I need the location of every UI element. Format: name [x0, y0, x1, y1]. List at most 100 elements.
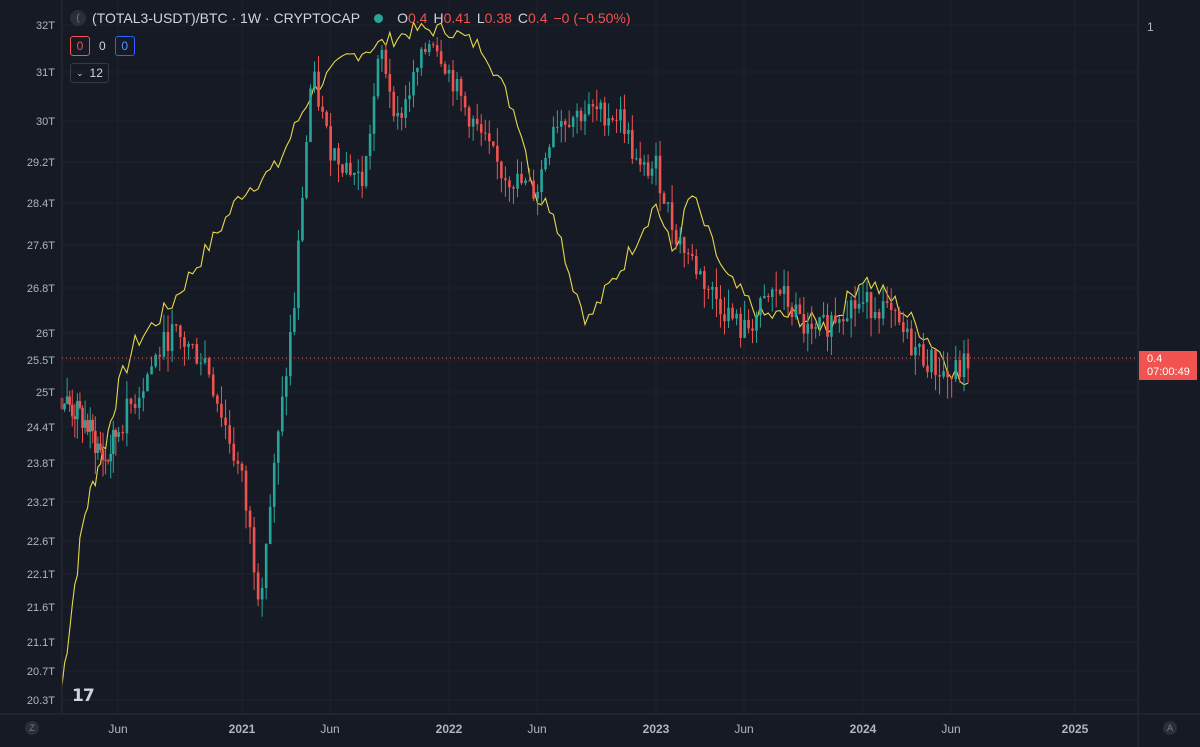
- right-scale-label: 1: [1147, 20, 1154, 34]
- close-label: C: [517, 10, 529, 26]
- high-label: H: [433, 10, 444, 26]
- candle: [137, 386, 141, 420]
- candle-series: [60, 37, 970, 617]
- candle: [467, 105, 471, 139]
- candle: [910, 320, 913, 356]
- y-tick-label: 30T: [36, 116, 55, 128]
- candle: [150, 356, 153, 375]
- candle: [380, 44, 384, 72]
- candle: [845, 300, 849, 323]
- candle: [68, 390, 71, 412]
- candle: [83, 400, 87, 434]
- candle: [329, 113, 332, 177]
- candle: [759, 296, 762, 328]
- x-tick-label: Jun: [320, 722, 339, 736]
- candle: [906, 319, 909, 339]
- candle: [786, 271, 790, 316]
- candle: [747, 309, 750, 334]
- candle: [252, 516, 256, 590]
- y-tick-label: 22.1T: [27, 569, 55, 581]
- symbol-title[interactable]: (TOTAL3-USDT)/BTC · 1W · CRYPTOCAP: [92, 10, 361, 26]
- high-value: 0.41: [443, 10, 471, 26]
- candle: [162, 314, 166, 360]
- candle: [240, 461, 244, 482]
- candle: [388, 58, 392, 108]
- open-value: 0.4: [408, 10, 428, 26]
- y-tick-label: 23.2T: [27, 497, 55, 509]
- candle: [755, 311, 758, 344]
- candle: [260, 577, 264, 617]
- candle: [154, 353, 157, 369]
- plot-area: [62, 0, 1138, 714]
- candle: [146, 372, 149, 392]
- candle: [372, 83, 376, 152]
- candle: [579, 107, 583, 131]
- candle: [934, 349, 937, 391]
- y-tick-label: 22.6T: [27, 536, 55, 548]
- indicators-collapse-button[interactable]: ⌄ 12: [70, 63, 109, 83]
- indicator-badges: 0 0 0: [70, 36, 135, 56]
- close-value: 0.4: [528, 10, 548, 26]
- candle: [94, 416, 97, 475]
- candle: [321, 95, 324, 119]
- candle: [114, 428, 118, 456]
- candle: [99, 431, 102, 453]
- x-tick-label: 2021: [229, 722, 256, 736]
- market-status-icon[interactable]: [374, 13, 384, 23]
- candle: [256, 563, 260, 607]
- candle: [881, 287, 885, 326]
- y-tick-label: 21.1T: [27, 637, 55, 649]
- candle: [427, 40, 431, 57]
- candle: [199, 353, 203, 376]
- indicator-badge-value: 0: [99, 39, 106, 53]
- candle: [207, 356, 211, 378]
- candle: [364, 155, 368, 189]
- candle: [650, 161, 654, 185]
- candle: [333, 148, 336, 161]
- candle: [763, 284, 766, 299]
- candle: [91, 414, 95, 444]
- candle: [443, 61, 447, 76]
- candle: [305, 135, 308, 200]
- candle: [583, 100, 587, 135]
- y-tick-label: 26T: [36, 328, 55, 340]
- candle: [540, 160, 543, 206]
- tradingview-logo[interactable]: 17: [72, 686, 95, 706]
- candle: [731, 303, 734, 321]
- candle: [106, 458, 110, 465]
- candle: [877, 308, 881, 334]
- candle: [142, 378, 145, 412]
- candle: [368, 124, 372, 170]
- candle: [400, 107, 403, 131]
- candle: [345, 151, 348, 176]
- candle: [830, 311, 833, 356]
- last-price-tag: 0.4 07:00:49: [1139, 351, 1197, 380]
- y-tick-label: 26.8T: [27, 283, 55, 295]
- timezone-button[interactable]: Z: [25, 721, 39, 735]
- candle: [556, 110, 559, 134]
- candle: [560, 109, 563, 143]
- indicator-badge-blue[interactable]: 0: [114, 36, 135, 56]
- candle: [360, 155, 364, 199]
- candle: [187, 341, 190, 360]
- y-tick-label: 25T: [36, 387, 55, 399]
- candle: [711, 281, 714, 310]
- candle: [930, 346, 933, 379]
- candle: [121, 424, 125, 441]
- candle: [170, 309, 174, 363]
- candle: [873, 297, 877, 321]
- candle: [272, 453, 276, 523]
- candle: [504, 166, 507, 197]
- x-tick-label: 2022: [436, 722, 463, 736]
- auto-scale-button[interactable]: A: [1163, 721, 1177, 735]
- candle: [471, 115, 475, 141]
- candle: [158, 346, 162, 371]
- candle: [220, 386, 223, 428]
- candle: [475, 103, 479, 131]
- candle: [575, 103, 579, 134]
- indicator-badge-red[interactable]: 0: [70, 36, 90, 56]
- candle: [623, 94, 626, 143]
- candle: [309, 84, 312, 143]
- symbol-logo-icon[interactable]: (: [70, 10, 86, 26]
